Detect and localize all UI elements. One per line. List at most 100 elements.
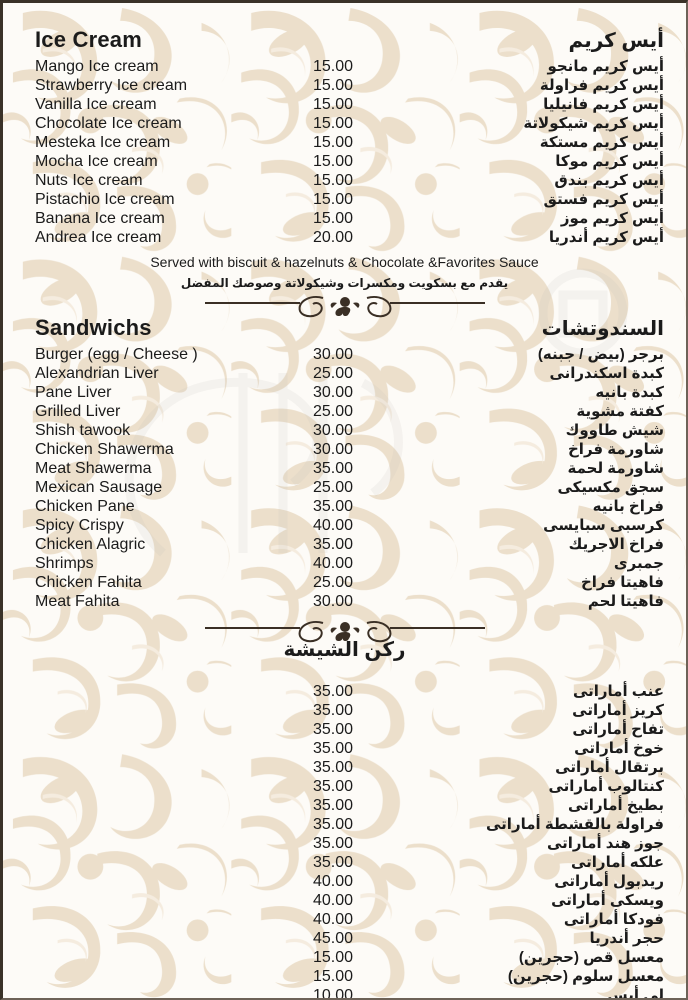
item-name-ar: بطيخ أماراتى (568, 797, 664, 814)
item-name-en: Alexandrian Liver (35, 365, 159, 382)
item-price: 35.00 (313, 778, 354, 795)
item-price: 30.00 (313, 422, 354, 439)
menu-item-row: Vanilla Ice cream 15.00 أيس كريم فانيليا (3, 95, 686, 114)
item-price: 40.00 (313, 517, 354, 534)
menu-item-row: Mesteka Ice cream 15.00 أيس كريم مستكة (3, 133, 686, 152)
item-name-ar: كرسبى سبايسى (543, 517, 664, 534)
item-name-ar: سجق مكسيكى (557, 479, 664, 496)
item-name-en: Pane Liver (35, 384, 112, 401)
item-name-ar: تفاح أماراتى (572, 721, 664, 738)
item-name-ar: برتقال أماراتى (555, 759, 664, 776)
item-name-en: Shish tawook (35, 422, 131, 439)
item-name-ar: فودكا أماراتى (563, 911, 664, 928)
item-price: 25.00 (313, 365, 354, 382)
item-price: 20.00 (313, 229, 354, 246)
item-price: 15.00 (313, 77, 354, 94)
item-name-ar: أيس كريم مستكة (539, 134, 664, 151)
item-name-ar: أيس كريم فانيليا (543, 96, 664, 113)
menu-item-row: Mango Ice cream 15.00 أيس كريم مانجو (3, 57, 686, 76)
section-title-ar-ice-cream: أيس كريم (568, 30, 664, 52)
item-price: 30.00 (313, 384, 354, 401)
menu-item-row: Chicken Pane 35.00 فراخ بانيه (3, 497, 686, 516)
menu-item-row: Chocolate Ice cream 15.00 أيس كريم شيكولات… (3, 114, 686, 133)
item-price: 35.00 (313, 759, 354, 776)
item-name-ar: أيس كريم فراولة (539, 77, 664, 94)
menu-item-row: 35.00 علكه أماراتى (3, 853, 686, 872)
menu-item-row: 35.00 بطيخ أماراتى (3, 796, 686, 815)
item-price: 35.00 (313, 460, 354, 477)
section-header-shisha: ركن الشيشة (3, 637, 686, 667)
item-name-ar: فراولة بالقشطة أماراتى (486, 816, 664, 833)
menu-item-row: 40.00 ويسكى أماراتى (3, 891, 686, 910)
item-name-en: Chicken Alagric (35, 536, 146, 553)
item-name-ar: كنتالوب أماراتى (548, 778, 664, 795)
item-name-en: Banana Ice cream (35, 210, 165, 227)
menu-item-row: Burger (egg / Cheese ) 30.00 برجر (بيض / ج… (3, 345, 686, 364)
menu-item-row: 40.00 ريدبول أماراتى (3, 872, 686, 891)
item-list-sandwichs: Burger (egg / Cheese ) 30.00 برجر (بيض / ج… (3, 345, 686, 611)
item-name-ar: علكه أماراتى (570, 854, 664, 871)
item-price: 25.00 (313, 479, 354, 496)
menu-item-row: Meat Fahita 30.00 فاهيتا لحم (3, 592, 686, 611)
menu-item-row: Chicken Alagric 35.00 فراخ الاجريك (3, 535, 686, 554)
menu-item-row: Pistachio Ice cream 15.00 أيس كريم فستق (3, 190, 686, 209)
menu-item-row: 15.00 معسل قص (حجرين) (3, 948, 686, 967)
item-name-en: Shrimps (35, 555, 94, 572)
item-price: 45.00 (313, 930, 354, 947)
item-name-ar: برجر (بيض / جبنه) (537, 346, 664, 363)
item-name-ar: أيس كريم بندق (554, 172, 664, 189)
item-price: 35.00 (313, 702, 354, 719)
item-name-en: Burger (egg / Cheese ) (35, 346, 198, 363)
item-name-ar: ريدبول أماراتى (554, 873, 664, 890)
section-title-ar-sandwichs: السندوتشات (541, 318, 664, 340)
menu-item-row: Strawberry Ice cream 15.00 أيس كريم فراولة (3, 76, 686, 95)
item-name-en: Meat Shawerma (35, 460, 152, 477)
menu-item-row: Mexican Sausage 25.00 سجق مكسيكى (3, 478, 686, 497)
section-title-ar-shisha: ركن الشيشة (283, 639, 406, 661)
item-name-ar: لى أيس (607, 987, 664, 1000)
item-price: 35.00 (313, 536, 354, 553)
section-title-en-sandwichs: Sandwichs (35, 315, 152, 340)
item-price: 15.00 (313, 153, 354, 170)
section-header-sandwichs: Sandwichs السندوتشات (3, 315, 686, 345)
item-price: 15.00 (313, 949, 354, 966)
item-price: 35.00 (313, 797, 354, 814)
item-name-en: Mango Ice cream (35, 58, 159, 75)
item-price: 35.00 (313, 816, 354, 833)
menu-item-row: Meat Shawerma 35.00 شاورمة لحمة (3, 459, 686, 478)
item-price: 35.00 (313, 740, 354, 757)
item-name-en: Mocha Ice cream (35, 153, 158, 170)
menu-item-row: Shrimps 40.00 جمبرى (3, 554, 686, 573)
item-price: 35.00 (313, 854, 354, 871)
item-name-ar: كفتة مشوية (576, 403, 664, 420)
menu-item-row: Grilled Liver 25.00 كفتة مشوية (3, 402, 686, 421)
section-title-en-ice-cream: Ice Cream (35, 27, 142, 52)
item-name-en: Meat Fahita (35, 593, 120, 610)
section-sandwichs: Sandwichs السندوتشات Burger (egg / Chees… (3, 315, 686, 645)
item-name-ar: أيس كريم شيكولاتة (523, 115, 664, 132)
item-price: 40.00 (313, 873, 354, 890)
item-name-ar: شيش طاووك (565, 422, 664, 439)
item-price: 40.00 (313, 892, 354, 909)
serving-note-ar: يقدم مع بسكويت ومكسرات وشيكولاتة وصوصك ا… (180, 276, 509, 290)
menu-item-row: Banana Ice cream 15.00 أيس كريم موز (3, 209, 686, 228)
item-price: 30.00 (313, 346, 354, 363)
item-price: 15.00 (313, 210, 354, 227)
item-price: 15.00 (313, 134, 354, 151)
item-name-ar: فاهيتا لحم (587, 593, 664, 610)
item-price: 25.00 (313, 403, 354, 420)
menu-item-row: Alexandrian Liver 25.00 كبدة اسكندرانى (3, 364, 686, 383)
item-name-en: Mexican Sausage (35, 479, 163, 496)
item-list-ice-cream: Mango Ice cream 15.00 أيس كريم مانجو Strawb… (3, 57, 686, 247)
item-name-ar: أيس كريم أندريا (548, 229, 664, 246)
item-name-ar: كبدة اسكندرانى (549, 365, 664, 382)
section-shisha: ركن الشيشة 35.00 عنب أماراتى 35.00 كريز أما… (3, 637, 686, 1000)
item-name-ar: جوز هند أماراتى (546, 835, 664, 852)
item-price: 15.00 (313, 96, 354, 113)
item-list-shisha: 35.00 عنب أماراتى 35.00 كريز أماراتى 35.00 تف… (3, 682, 686, 1000)
item-name-en: Chocolate Ice cream (35, 115, 182, 132)
menu-item-row: 35.00 برتقال أماراتى (3, 758, 686, 777)
item-price: 35.00 (313, 835, 354, 852)
item-name-en: Strawberry Ice cream (35, 77, 188, 94)
